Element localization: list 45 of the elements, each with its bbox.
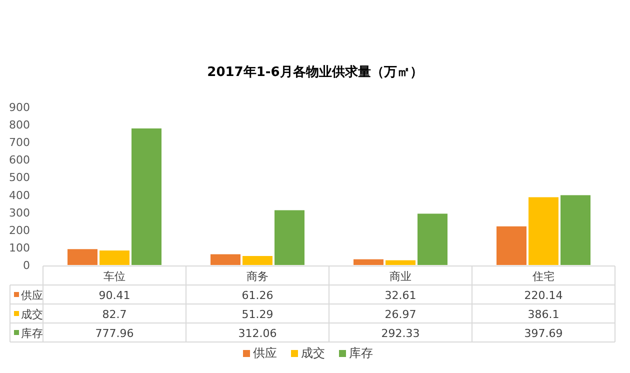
x-tick-label: 商业 — [390, 270, 412, 283]
x-tick-label: 商务 — [246, 270, 268, 283]
bar — [274, 210, 304, 265]
bar — [68, 249, 98, 265]
legend-label: 库存 — [349, 346, 373, 360]
bar — [418, 214, 448, 265]
bar — [496, 226, 526, 265]
bar — [100, 250, 130, 265]
data-label: 312.06 — [238, 327, 277, 340]
y-tick-label: 200 — [9, 224, 30, 237]
text: 库存 — [21, 327, 43, 340]
bar — [560, 195, 590, 265]
y-tick-label: 900 — [9, 101, 30, 114]
bar — [528, 197, 558, 265]
data-label: 292.33 — [381, 327, 420, 340]
data-label: 61.26 — [242, 289, 274, 302]
x-tick-label: 住宅 — [532, 270, 554, 283]
bar — [242, 256, 272, 265]
data-label: 82.7 — [102, 308, 127, 321]
bar — [386, 260, 416, 265]
y-tick-label: 300 — [9, 206, 30, 220]
chart-title: 2017年1-6月各物业供求量（万㎡） — [207, 64, 423, 80]
y-tick-label: 400 — [9, 188, 30, 202]
y-tick-label: 700 — [9, 136, 30, 150]
text: 供应 — [253, 346, 277, 360]
legend-label: 成交 — [21, 308, 43, 321]
data-label: 777.96 — [95, 327, 134, 340]
bar — [354, 259, 384, 265]
data-label: 397.69 — [524, 327, 563, 340]
y-tick-label: 600 — [9, 154, 30, 167]
data-label: 220.14 — [524, 289, 563, 302]
y-tick-label: 800 — [9, 118, 30, 132]
x-tick-label: 车位 — [104, 270, 126, 283]
bar — [132, 128, 162, 265]
legend-label: 供应 — [21, 289, 43, 302]
y-tick-label: 500 — [9, 171, 30, 184]
data-label: 386.1 — [528, 308, 560, 321]
y-tick-label: 0 — [23, 259, 30, 272]
data-label: 32.61 — [384, 289, 416, 302]
data-label: 26.97 — [384, 308, 416, 321]
text: 成交 — [301, 346, 325, 360]
y-tick-label: 100 — [9, 241, 30, 254]
data-label: 90.41 — [98, 289, 130, 302]
bar — [210, 254, 240, 265]
data-label: 51.29 — [242, 308, 274, 321]
